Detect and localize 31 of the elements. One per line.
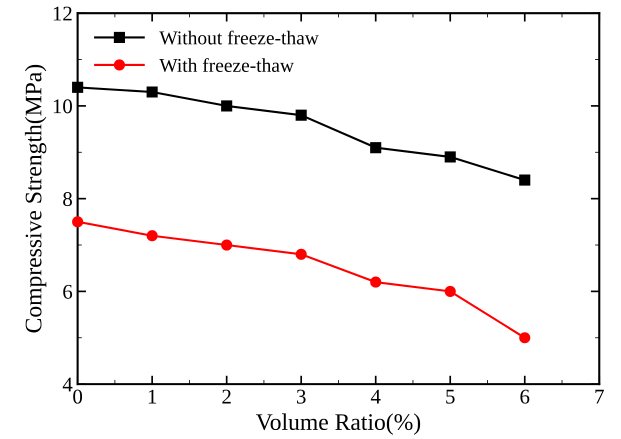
point [296, 248, 307, 260]
y-axis-title: Compressive Strength(MPa) [24, 64, 46, 332]
x-tick-label: 1 [148, 390, 156, 404]
y-tick-label: 12 [54, 6, 72, 20]
x-tick-label: 6 [520, 390, 530, 404]
point [146, 86, 158, 98]
point [296, 110, 307, 121]
point [72, 216, 84, 228]
legend-label: With freeze-thaw [159, 58, 294, 72]
point [221, 239, 232, 251]
legend-label: Without freeze-thaw [159, 30, 319, 45]
y-tick-label: 4 [62, 378, 72, 392]
y-tick-label: 6 [63, 284, 72, 299]
point [444, 286, 456, 297]
x-tick-label: 5 [446, 390, 455, 404]
x-axis-title: Volume Ratio(%) [256, 413, 420, 435]
y-tick-label: 8 [63, 192, 72, 206]
point [519, 174, 530, 186]
x-tick-label: 4 [370, 390, 381, 404]
point [444, 151, 456, 162]
point [519, 332, 530, 344]
x-tick-label: 0 [73, 390, 82, 404]
point [146, 230, 158, 242]
y-tick-label: 10 [54, 99, 72, 114]
point [72, 82, 84, 93]
point [370, 276, 382, 288]
point [221, 100, 232, 112]
point [370, 142, 382, 154]
x-tick-label: 7 [595, 390, 604, 404]
x-tick-label: 3 [296, 390, 306, 404]
x-tick-label: 2 [222, 390, 231, 404]
